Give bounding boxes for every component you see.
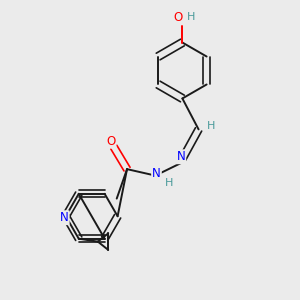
Text: H: H [165, 178, 173, 188]
Text: H: H [207, 122, 215, 131]
Text: N: N [176, 150, 185, 163]
Text: O: O [173, 11, 183, 24]
Text: O: O [106, 135, 116, 148]
Text: N: N [60, 211, 69, 224]
Text: H: H [186, 13, 195, 22]
Text: N: N [152, 167, 161, 180]
